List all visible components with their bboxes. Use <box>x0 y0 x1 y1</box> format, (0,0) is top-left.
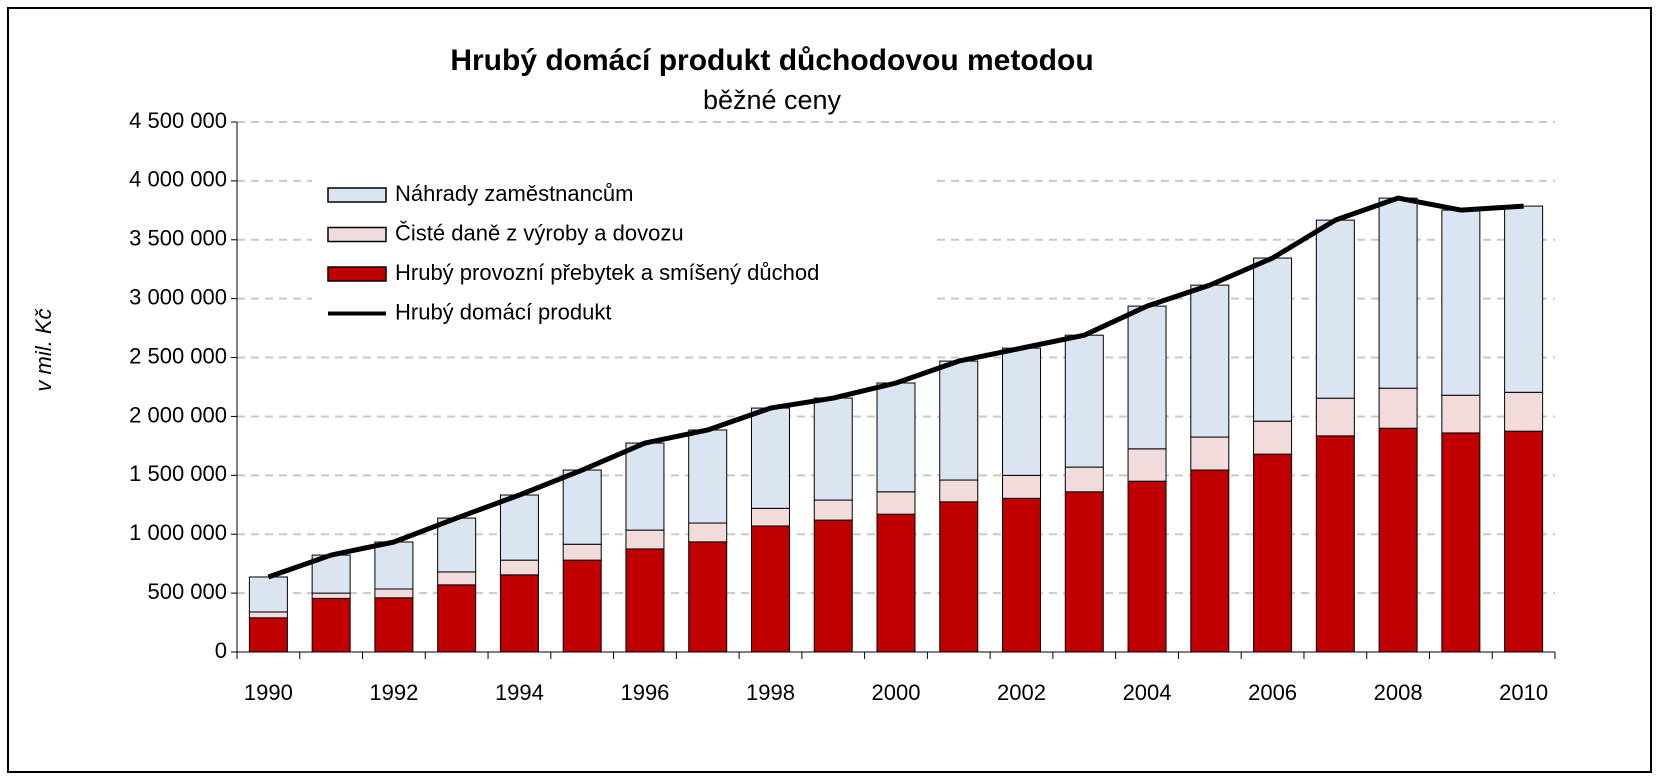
bar-segment <box>625 548 665 653</box>
plot <box>248 195 1544 653</box>
y-tick-label: 2 500 000 <box>129 343 227 368</box>
bar-segment <box>1002 347 1042 476</box>
y-tick-label: 500 000 <box>147 579 227 604</box>
bar-segment <box>1064 491 1104 653</box>
legend-swatch <box>327 187 387 203</box>
bar-segment <box>311 592 351 599</box>
x-tick-label: 2002 <box>997 680 1046 705</box>
bar-segment <box>1504 205 1544 393</box>
x-tick-label: 2000 <box>872 680 921 705</box>
legend: Náhrady zaměstnancům Čisté daně z výroby … <box>312 170 937 330</box>
bar-segment <box>1441 394 1481 434</box>
y-tick-label: 0 <box>215 638 227 663</box>
bar-segment <box>1504 391 1544 432</box>
bar-segment <box>437 571 477 586</box>
bar-segment <box>1064 466 1104 493</box>
bar-segment <box>1315 219 1355 399</box>
chart-title: Hrubý domácí produkt důchodovou metodou <box>450 44 1093 77</box>
y-tick-label: 4 500 000 <box>129 108 227 133</box>
bar-segment <box>1441 432 1481 653</box>
bar-segment <box>1127 480 1167 653</box>
bar-segment <box>1002 474 1042 499</box>
bar-segment <box>1315 435 1355 653</box>
bar-segment <box>374 588 414 599</box>
bar-segment <box>876 513 916 653</box>
bar-segment <box>1127 448 1167 482</box>
bar-segment <box>1190 284 1230 438</box>
bar-segment <box>1378 387 1418 429</box>
bar-segment <box>1315 397 1355 437</box>
bar-segment <box>813 499 853 521</box>
bar-segment <box>374 597 414 653</box>
bar-segment <box>499 574 539 653</box>
x-tick-label: 1992 <box>369 680 418 705</box>
bar-segment <box>437 584 477 653</box>
bar-segment <box>939 501 979 653</box>
bar-segment <box>1504 430 1544 653</box>
bar-segment <box>374 541 414 590</box>
bar-segment <box>688 522 728 543</box>
y-tick-label: 1 500 000 <box>129 461 227 486</box>
bar-segment <box>1441 209 1481 396</box>
bar-segment <box>248 576 288 613</box>
bar-segment <box>939 360 979 481</box>
bar-segment <box>688 541 728 653</box>
bar-segment <box>750 407 790 509</box>
bar-segment <box>1190 469 1230 653</box>
bar-segment <box>813 397 853 501</box>
bar-segment <box>1378 197 1418 389</box>
x-tick-label: 1990 <box>244 680 293 705</box>
bar-segment <box>437 517 477 573</box>
x-tick-label: 1998 <box>746 680 795 705</box>
legend-label: Hrubý domácí produkt <box>395 299 611 324</box>
bar-segment <box>499 494 539 561</box>
legend-swatch <box>327 226 387 243</box>
x-tick-label: 1996 <box>620 680 669 705</box>
bar-segment <box>499 559 539 576</box>
legend-label: Náhrady zaměstnancům <box>395 181 633 206</box>
legend-label: Čisté daně z výroby a dovozu <box>395 220 684 245</box>
bar-segment <box>876 382 916 493</box>
bar-segment <box>750 507 790 527</box>
bar-segment <box>625 529 665 550</box>
bar-segment <box>1190 436 1230 471</box>
legend-swatch <box>327 266 387 282</box>
y-tick-label: 3 000 000 <box>129 284 227 309</box>
x-tick-label: 2004 <box>1123 680 1172 705</box>
bar-segment <box>625 442 665 531</box>
bar-segment <box>1064 334 1104 468</box>
bar-segment <box>248 611 288 619</box>
y-tick-label: 3 500 000 <box>129 226 227 251</box>
x-tick-label: 2010 <box>1499 680 1548 705</box>
y-axis-label: v mil. Kč <box>31 308 56 391</box>
bar-segment <box>311 597 351 653</box>
bar-segment <box>1253 257 1293 422</box>
bar-segment <box>813 519 853 653</box>
x-tick-label: 2006 <box>1248 680 1297 705</box>
bar-segment <box>1378 427 1418 653</box>
y-tick-label: 4 000 000 <box>129 167 227 192</box>
y-tick-label: 1 000 000 <box>129 520 227 545</box>
chart-subtitle: běžné ceny <box>703 85 842 115</box>
bar-segment <box>876 491 916 515</box>
legend-label: Hrubý provozní přebytek a smíšený důchod <box>395 260 819 285</box>
bar-segment <box>750 525 790 653</box>
bar-segment <box>1002 497 1042 653</box>
bar-segment <box>1127 305 1167 450</box>
bar-segment <box>562 559 602 653</box>
bar-segment <box>562 469 602 545</box>
bar-segment <box>939 479 979 503</box>
bar-segment <box>1253 420 1293 455</box>
legend-bg <box>312 170 937 330</box>
x-tick-label: 2008 <box>1374 680 1423 705</box>
bar-segment <box>562 543 602 561</box>
bar-segment <box>1253 453 1293 653</box>
y-tick-label: 2 000 000 <box>129 402 227 427</box>
bar-segment <box>688 429 728 524</box>
bar-segment <box>248 617 288 653</box>
x-tick-label: 1994 <box>495 680 544 705</box>
line-series <box>267 195 1524 580</box>
